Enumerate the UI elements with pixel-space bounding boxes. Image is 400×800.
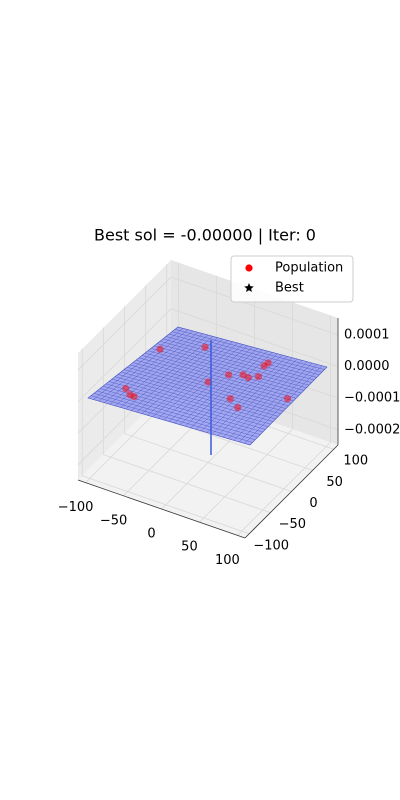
grid-line	[170, 308, 339, 368]
z-tick-label: 0.0001	[344, 328, 390, 343]
x-tick-label: 0	[147, 527, 155, 542]
x-tick-label: 100	[215, 553, 240, 568]
z-tick-label: 0.0000	[344, 359, 390, 374]
surface-mesh	[228, 361, 308, 439]
y-tick-label: 100	[343, 454, 368, 469]
x-tick-label: −100	[58, 500, 94, 515]
population-point	[226, 395, 234, 403]
z-tick-label: −0.0001	[344, 391, 400, 406]
x-tick-label: −50	[100, 513, 127, 528]
axis-line	[77, 479, 246, 539]
surface-mesh	[244, 365, 323, 444]
legend-marker	[244, 283, 254, 293]
legend-marker	[245, 264, 253, 272]
legend-label: Population	[275, 261, 343, 276]
chart-title: Best sol = -0.00000 | Iter: 0	[94, 226, 316, 245]
grid-line	[103, 454, 271, 514]
z-tick-label: −0.0002	[344, 422, 400, 437]
surface	[87, 326, 328, 446]
population-point	[283, 395, 292, 403]
grid-line	[82, 475, 250, 535]
axis-line	[244, 444, 339, 539]
population-point	[264, 359, 272, 367]
population-point	[239, 371, 247, 379]
population-point	[130, 393, 138, 401]
grid-line	[124, 433, 292, 492]
surface-mesh	[162, 338, 315, 381]
population-point	[254, 373, 263, 381]
grid-line	[77, 276, 172, 371]
population-point	[156, 345, 164, 353]
labels: −100−50050100−100−50050100−0.0002−0.0001…	[58, 328, 400, 568]
grid-line	[170, 276, 339, 336]
y-tick-label: 0	[309, 496, 317, 511]
surface-mesh	[239, 364, 318, 443]
surface-mesh	[233, 362, 313, 441]
marks	[122, 343, 292, 412]
y-tick-label: 50	[326, 475, 343, 490]
population-point	[122, 385, 130, 393]
y-tick-label: −50	[279, 517, 306, 532]
legend-items: Population Best	[244, 261, 343, 296]
population-point	[244, 374, 252, 382]
legend-label: Best	[275, 281, 304, 296]
x-tick-label: 50	[181, 540, 198, 555]
y-tick-label: −100	[253, 538, 289, 553]
legend	[230, 255, 354, 303]
grid-line	[77, 308, 172, 402]
population-point	[201, 343, 209, 351]
surface-mesh	[171, 331, 322, 373]
surface-mesh	[168, 333, 320, 375]
population-point	[234, 403, 242, 412]
population-point	[225, 371, 233, 379]
surface-mesh	[174, 329, 325, 370]
surface-mesh	[165, 336, 317, 378]
population-point	[204, 378, 212, 386]
